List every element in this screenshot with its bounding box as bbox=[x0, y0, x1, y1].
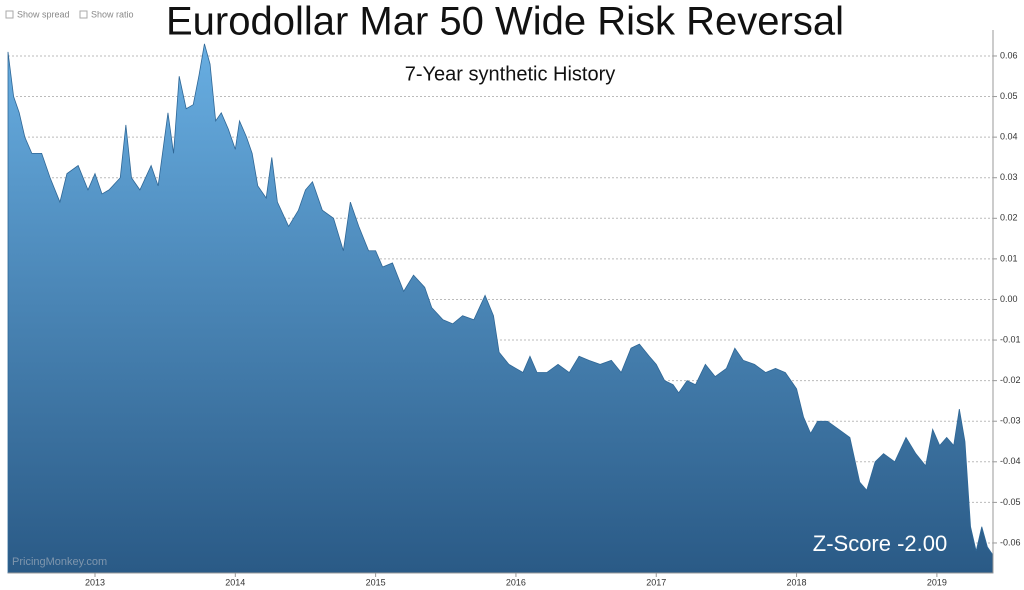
y-tick-label: -0.06 bbox=[1000, 537, 1021, 547]
y-tick-label: 0.03 bbox=[1000, 172, 1018, 182]
y-tick-label: -0.03 bbox=[1000, 416, 1021, 426]
x-tick-label: 2015 bbox=[366, 577, 386, 587]
watermark: PricingMonkey.com bbox=[12, 556, 107, 568]
x-tick-label: 2019 bbox=[927, 577, 947, 587]
y-tick-label: 0.00 bbox=[1000, 294, 1018, 304]
x-tick-label: 2018 bbox=[787, 577, 807, 587]
y-tick-label: 0.01 bbox=[1000, 253, 1018, 263]
x-tick-label: 2017 bbox=[646, 577, 666, 587]
x-tick-label: 2013 bbox=[85, 577, 105, 587]
checkbox[interactable] bbox=[5, 10, 14, 19]
y-tick-label: 0.06 bbox=[1000, 50, 1018, 60]
y-tick-label: 0.04 bbox=[1000, 132, 1018, 142]
y-tick-label: 0.02 bbox=[1000, 213, 1018, 223]
chart-title: Eurodollar Mar 50 Wide Risk Reversal bbox=[166, 0, 844, 44]
plot bbox=[7, 43, 994, 574]
annotation: Z-Score -2.00 bbox=[813, 531, 948, 556]
y-tick-label: 0.05 bbox=[1000, 91, 1018, 101]
y-tick-label: -0.05 bbox=[1000, 497, 1021, 507]
x-tick-label: 2014 bbox=[225, 577, 245, 587]
chart-subtitle: 7-Year synthetic History bbox=[405, 63, 615, 85]
y-tick-label: -0.02 bbox=[1000, 375, 1021, 385]
area bbox=[7, 43, 994, 574]
y-tick-label: -0.01 bbox=[1000, 334, 1021, 344]
control-label[interactable]: Show spread bbox=[17, 9, 70, 19]
y-tick-label: -0.04 bbox=[1000, 456, 1021, 466]
controls: Show spread Show ratio bbox=[5, 9, 134, 19]
checkbox[interactable] bbox=[79, 10, 88, 19]
axes: 0.06 0.05 0.04 0.03 0.02 0.01 0.00 -0.01 -0.02 -0… bbox=[8, 30, 1021, 587]
x-tick-label: 2016 bbox=[506, 577, 526, 587]
control-label[interactable]: Show ratio bbox=[91, 9, 134, 19]
